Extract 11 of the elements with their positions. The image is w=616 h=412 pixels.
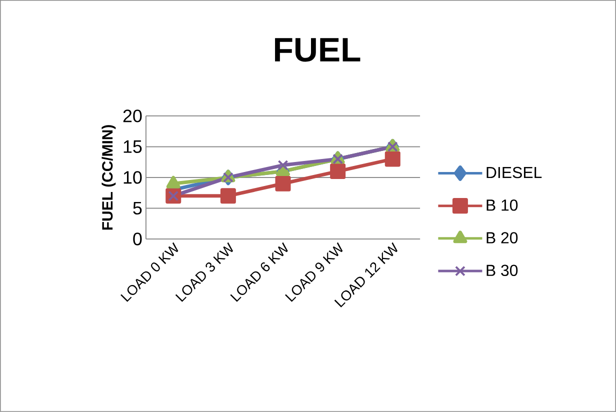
- y-tick-label: 0: [133, 232, 142, 246]
- legend-label: B 30: [486, 264, 518, 276]
- y-tick-label: 5: [133, 202, 142, 215]
- legend-label: B 10: [486, 200, 518, 211]
- legend-label: B 20: [486, 232, 518, 244]
- legend-label: DIESEL: [486, 166, 542, 178]
- y-tick-label: 20: [123, 110, 142, 122]
- y-tick-label: 10: [124, 171, 142, 184]
- chart-title: FUEL: [275, 38, 360, 62]
- y-tick-label: 15: [124, 140, 142, 153]
- y-axis-title: FUEL (CC/MIN): [102, 125, 116, 230]
